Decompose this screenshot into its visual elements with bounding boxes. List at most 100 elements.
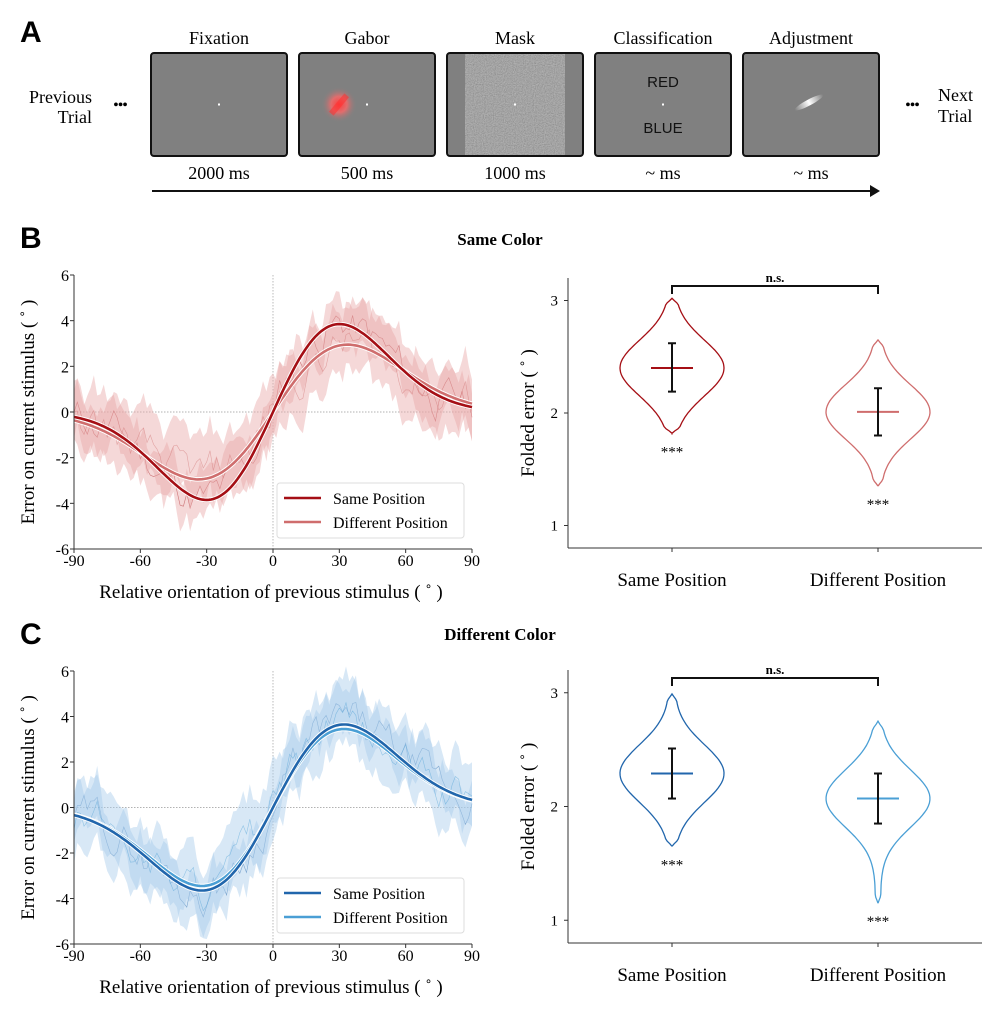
x-tick-label: 0 — [269, 948, 277, 965]
x-tick-label: Same Position — [617, 570, 727, 591]
legend-label: Same Position — [333, 491, 425, 508]
screen-duration: ~ ms — [645, 163, 680, 183]
screen-fixation: Fixation 2000 ms — [150, 28, 288, 183]
screen-mask: Mask 1000 ms — [446, 28, 584, 183]
y-tick-label: 1 — [551, 519, 559, 535]
raw-line-different — [73, 329, 473, 479]
y-tick-label: 1 — [551, 913, 559, 929]
x-tick-label: -60 — [130, 553, 151, 570]
y-axis-label: Error on current stimulus ( ˚ ) — [18, 695, 39, 920]
screen-title: Classification — [614, 28, 713, 48]
screen-title: Mask — [495, 28, 535, 48]
option-blue: BLUE — [643, 120, 682, 137]
fixation-dot — [662, 103, 664, 106]
screen-title: Gabor — [345, 28, 390, 48]
violin-outline — [825, 338, 931, 487]
panel-label-c: C — [20, 618, 42, 651]
previous-trial-label-2: Trial — [58, 107, 92, 127]
previous-ellipsis: ••• — [113, 97, 127, 114]
violin-outline — [619, 297, 725, 435]
chart-b-left: -6 -4 -2 0 2 4 6 -90 -60 -30 0 30 60 90 Relative orien… — [18, 268, 480, 603]
x-tick-label: -60 — [130, 948, 151, 965]
x-tick-label: Same Position — [617, 965, 727, 986]
y-tick-label: 6 — [61, 268, 69, 285]
panel-title-c: Different Color — [444, 625, 556, 644]
y-tick-label: -6 — [56, 937, 69, 954]
significance-bracket: n.s. — [671, 270, 879, 294]
significance-bracket: n.s. — [671, 662, 879, 686]
y-tick-label: 4 — [61, 314, 69, 331]
y-tick-label: -6 — [56, 542, 69, 559]
legend-label: Same Position — [333, 886, 425, 903]
orientation-probe — [794, 94, 824, 111]
screen-classification: Classification RED BLUE ~ ms — [594, 28, 732, 183]
screen-title: Adjustment — [769, 28, 853, 48]
legend-frame — [276, 482, 465, 539]
screen-duration: 500 ms — [341, 163, 394, 183]
violin-different: *** — [825, 719, 931, 930]
fixation-dot — [366, 103, 368, 106]
screen-duration: 2000 ms — [188, 163, 250, 183]
x-tick-label: -90 — [63, 948, 84, 965]
next-ellipsis: ••• — [905, 97, 919, 114]
screen-duration: 1000 ms — [484, 163, 546, 183]
y-axis-label: Error on current stimulus ( ˚ ) — [18, 300, 39, 525]
violin-same: *** — [619, 692, 725, 873]
legend: Same Position Different Position — [276, 482, 465, 539]
screen-duration: ~ ms — [793, 163, 828, 183]
y-tick-label: 6 — [61, 664, 69, 681]
fixation-dot — [514, 103, 516, 106]
trial-screens: Fixation 2000 ms Gabor 500 ms Mask 1000 ms Cla… — [150, 28, 880, 183]
y-tick-label: -2 — [56, 846, 69, 863]
significance-stars: *** — [867, 914, 890, 930]
option-red: RED — [647, 74, 679, 91]
y-axis-label: Folded error ( ˚ ) — [518, 743, 539, 871]
bracket-line — [671, 677, 879, 686]
y-tick-label: 2 — [61, 359, 69, 376]
y-tick-label: 2 — [551, 800, 559, 816]
panel-c: C Different Color -6 -4 -2 0 2 4 6 -90 -60 -30 0 30… — [18, 618, 982, 998]
legend-label: Different Position — [333, 515, 448, 532]
x-axis-label: Relative orientation of previous stimulu… — [99, 582, 443, 603]
y-tick-label: -4 — [56, 496, 69, 513]
x-tick-label: 90 — [464, 553, 480, 570]
chart-c-left: -6 -4 -2 0 2 4 6 -90 -60 -30 0 30 60 90 Relative orien… — [18, 664, 480, 998]
panel-a: A Previous Trial ••• Fixation 2000 ms Gabo… — [20, 16, 973, 197]
fixation-dot — [218, 103, 220, 106]
previous-trial-label: Previous — [29, 87, 92, 107]
violin-outline — [619, 692, 725, 847]
x-tick-label: Different Position — [810, 570, 947, 591]
x-tick-label: -30 — [196, 948, 217, 965]
significance-stars: *** — [661, 444, 684, 460]
y-tick-label: 2 — [61, 755, 69, 772]
violin-different: *** — [825, 338, 931, 513]
panel-label-a: A — [20, 16, 42, 49]
x-axis-label: Relative orientation of previous stimulu… — [99, 977, 443, 998]
x-tick-label: 60 — [398, 948, 414, 965]
legend-label: Different Position — [333, 910, 448, 927]
x-tick-label: -90 — [63, 553, 84, 570]
panel-label-b: B — [20, 222, 42, 255]
ns-label: n.s. — [766, 662, 785, 677]
x-tick-label: Different Position — [810, 965, 947, 986]
x-tick-label: 90 — [464, 948, 480, 965]
significance-stars: *** — [661, 857, 684, 873]
next-trial-label-2: Trial — [938, 106, 972, 126]
bracket-line — [671, 285, 879, 294]
panel-b: B Same Color -6 -4 -2 0 2 4 6 -90 -60 -30 0 30 60 90 R… — [18, 222, 982, 603]
screen-title: Fixation — [189, 28, 249, 48]
x-tick-label: 0 — [269, 553, 277, 570]
y-tick-label: 0 — [61, 801, 69, 818]
significance-stars: *** — [867, 497, 890, 513]
violin-outline — [825, 719, 931, 904]
screen-gabor: Gabor 500 ms — [298, 28, 436, 183]
y-tick-label: -2 — [56, 451, 69, 468]
violin-same: *** — [619, 297, 725, 460]
timeline-arrow — [152, 185, 880, 197]
chart-c-right: *** Same Position *** Different Position n.s… — [518, 662, 982, 986]
x-tick-label: 30 — [331, 553, 347, 570]
fit-curve-same — [73, 723, 473, 892]
x-tick-label: 30 — [331, 948, 347, 965]
screen-adjustment: Adjustment ~ ms — [742, 28, 880, 183]
chart-b-right: *** Same Position *** Different Position n.s… — [518, 270, 982, 591]
